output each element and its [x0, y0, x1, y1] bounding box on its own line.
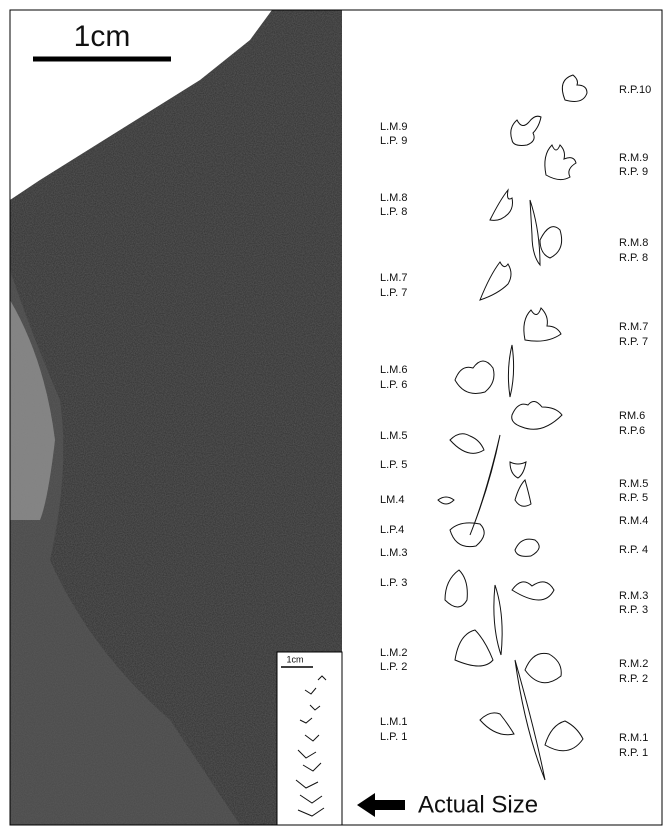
track-label: L.P. 7 — [380, 287, 407, 299]
track-label: L.P. 3 — [380, 577, 407, 589]
track-label: L.M.1 — [380, 716, 408, 728]
inset: 1cm — [277, 652, 342, 825]
track-label: L.M.3 — [380, 547, 408, 559]
actual-size-label: Actual Size — [418, 791, 538, 818]
track-label: R.P. 3 — [619, 604, 648, 616]
track-label: L.P. 6 — [380, 379, 407, 391]
track-label: R.M.5 — [619, 478, 648, 490]
track-label: L.M.2 — [380, 647, 408, 659]
scale-bar-label: 1cm — [74, 20, 131, 53]
track-label: R.M.2 — [619, 658, 648, 670]
track-label: R.P.6 — [619, 425, 645, 437]
figure: 1cm 1cm L.M.9 L.P. 9 L.M.8 L.P. 8 — [0, 0, 672, 827]
track-label: L.M.7 — [380, 272, 408, 284]
track-label: RM.6 — [619, 410, 645, 422]
track-label: R.P. 7 — [619, 336, 648, 348]
right-labels: R.P.10 R.M.9 R.P. 9 R.M.8 R.P. 8 R.M.7 R… — [619, 84, 651, 759]
track-label: R.P. 9 — [619, 166, 648, 178]
track-label: LM.4 — [380, 494, 404, 506]
track-label: R.M.9 — [619, 152, 648, 164]
track-label: L.M.9 — [380, 121, 408, 133]
track-label: L.M.6 — [380, 364, 408, 376]
track-label: R.P. 2 — [619, 673, 648, 685]
track-label: L.P. 2 — [380, 661, 407, 673]
track-label: R.M.4 — [619, 515, 648, 527]
track-label: R.P. 4 — [619, 544, 648, 556]
trackway-drawing — [438, 75, 587, 780]
inset-scale-label: 1cm — [286, 654, 303, 664]
track-label: L.P.4 — [380, 524, 404, 536]
left-labels: L.M.9 L.P. 9 L.M.8 L.P. 8 L.M.7 L.P. 7 L… — [380, 121, 408, 743]
track-label: L.M.8 — [380, 192, 408, 204]
track-label: R.M.7 — [619, 321, 648, 333]
track-label: R.P. 1 — [619, 747, 648, 759]
track-label: L.P. 1 — [380, 731, 407, 743]
arrow — [357, 793, 405, 817]
track-label: L.P. 5 — [380, 459, 407, 471]
track-label: R.M.1 — [619, 732, 648, 744]
track-label: L.M.5 — [380, 430, 408, 442]
track-label: R.P. 8 — [619, 252, 648, 264]
track-label: L.P. 9 — [380, 135, 407, 147]
track-label: R.P. 5 — [619, 492, 648, 504]
track-label: R.M.8 — [619, 237, 648, 249]
track-label: R.P.10 — [619, 84, 651, 96]
track-label: L.P. 8 — [380, 206, 407, 218]
track-label: R.M.3 — [619, 590, 648, 602]
